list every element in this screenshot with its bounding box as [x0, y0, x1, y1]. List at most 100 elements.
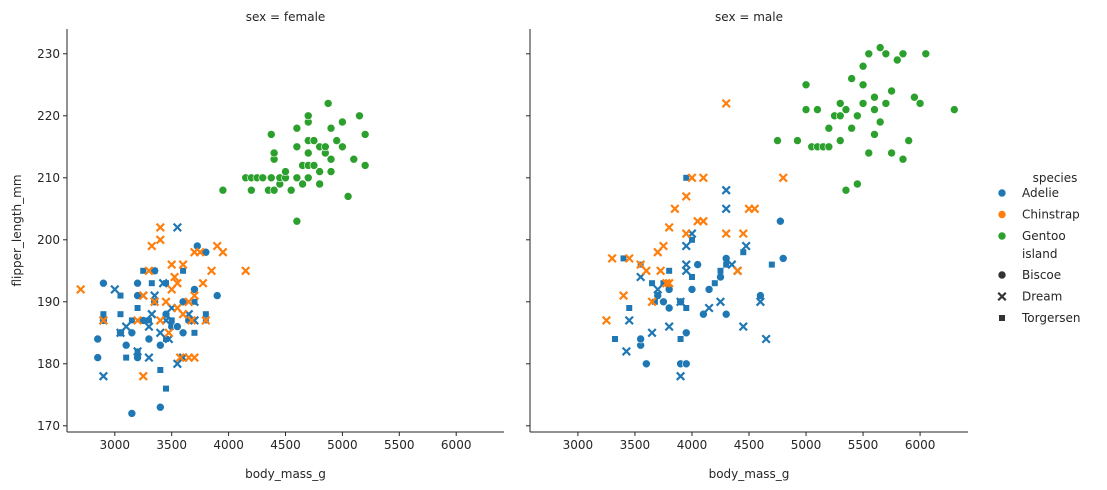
- point-gentoo-biscoe: [315, 179, 324, 189]
- point-adelie-dream: [121, 322, 131, 332]
- point-gentoo-biscoe: [881, 49, 891, 59]
- point-gentoo-biscoe: [847, 74, 856, 83]
- x-tick-label: 4000: [677, 438, 708, 452]
- point-adelie-biscoe: [636, 334, 645, 344]
- point-chinstrap-dream: [681, 229, 691, 239]
- point-adelie-dream: [172, 359, 182, 369]
- legend-label-adelie: Adelie: [1022, 186, 1059, 200]
- point-chinstrap-dream: [178, 260, 188, 270]
- point-adelie-biscoe: [201, 247, 211, 257]
- point-chinstrap-dream: [175, 353, 185, 363]
- point-gentoo-biscoe: [326, 123, 336, 133]
- x-tick-label: 6000: [441, 438, 472, 452]
- point-chinstrap-dream: [687, 173, 697, 183]
- point-chinstrap-dream: [218, 247, 228, 257]
- point-adelie-biscoe: [178, 297, 188, 307]
- legend-marker-biscoe: [997, 270, 1007, 280]
- point-chinstrap-dream: [656, 266, 666, 276]
- point-gentoo-biscoe: [864, 148, 874, 158]
- point-adelie-dream: [676, 371, 686, 381]
- x-tick-label: 5000: [791, 438, 822, 452]
- legend-label-gentoo: Gentoo: [1022, 229, 1066, 243]
- point-chinstrap-dream: [187, 315, 197, 325]
- x-tick-label: 4500: [270, 438, 301, 452]
- point-gentoo-biscoe: [904, 136, 913, 145]
- point-gentoo-biscoe: [858, 61, 868, 71]
- point-gentoo-biscoe: [292, 142, 302, 152]
- point-gentoo-biscoe: [269, 148, 279, 158]
- point-chinstrap-dream: [212, 241, 222, 251]
- point-adelie-biscoe: [716, 272, 725, 282]
- point-chinstrap-dream: [721, 229, 731, 239]
- point-gentoo-biscoe: [303, 111, 313, 121]
- point-chinstrap-dream: [744, 204, 754, 214]
- point-adelie-dream: [150, 291, 160, 301]
- point-gentoo-biscoe: [218, 185, 228, 195]
- point-chinstrap-dream: [167, 284, 177, 294]
- point-chinstrap-dream: [155, 235, 165, 245]
- point-adelie-biscoe: [704, 285, 714, 294]
- point-adelie-biscoe: [93, 334, 103, 344]
- point-gentoo-biscoe: [858, 80, 868, 90]
- point-chinstrap-dream: [172, 303, 182, 313]
- point-adelie-biscoe: [190, 285, 199, 294]
- point-chinstrap-dream: [144, 266, 154, 276]
- y-tick-label: 230: [37, 47, 60, 61]
- point-adelie-torgersen: [683, 305, 690, 311]
- point-adelie-torgersen: [134, 348, 141, 355]
- x-tick-label: 5000: [327, 438, 358, 452]
- point-adelie-torgersen: [117, 311, 124, 318]
- y-tick-label: 220: [37, 109, 60, 123]
- point-chinstrap-dream: [189, 247, 200, 257]
- facet-title: sex = female: [246, 10, 326, 24]
- x-axis-label: body_mass_g: [709, 467, 790, 481]
- point-adelie-dream: [98, 371, 108, 381]
- point-gentoo-biscoe: [303, 148, 313, 158]
- point-adelie-dream: [704, 303, 714, 313]
- legend-label-biscoe: Biscoe: [1022, 268, 1061, 282]
- legend-title-island: island: [1022, 247, 1058, 261]
- point-adelie-biscoe: [133, 278, 142, 288]
- point-chinstrap-dream: [169, 272, 180, 282]
- point-adelie-torgersen: [651, 298, 658, 305]
- point-adelie-biscoe: [127, 409, 137, 418]
- point-adelie-biscoe: [681, 359, 691, 369]
- point-adelie-dream: [681, 260, 691, 270]
- point-chinstrap-dream: [138, 291, 148, 301]
- point-adelie-biscoe: [133, 291, 142, 300]
- point-chinstrap-dream: [206, 266, 217, 276]
- point-gentoo-biscoe: [326, 167, 336, 176]
- point-adelie-dream: [155, 328, 165, 338]
- point-gentoo-biscoe: [343, 192, 353, 201]
- point-chinstrap-dream: [161, 297, 171, 307]
- point-gentoo-biscoe: [870, 92, 879, 102]
- point-chinstrap-dream: [150, 297, 160, 307]
- point-chinstrap-dream: [624, 253, 634, 263]
- point-gentoo-biscoe: [813, 105, 822, 114]
- point-adelie-torgersen: [123, 354, 130, 361]
- y-tick-label: 170: [37, 419, 60, 433]
- point-chinstrap-dream: [201, 315, 211, 325]
- point-gentoo-biscoe: [360, 161, 370, 170]
- point-adelie-biscoe: [156, 402, 165, 412]
- point-gentoo-biscoe: [847, 123, 856, 133]
- point-chinstrap-dream: [670, 204, 680, 214]
- point-adelie-biscoe: [178, 328, 188, 338]
- point-adelie-dream: [715, 297, 726, 307]
- legend-marker-adelie: [997, 188, 1007, 198]
- point-adelie-dream: [755, 297, 765, 307]
- point-adelie-torgersen: [134, 305, 141, 311]
- point-chinstrap-dream: [750, 204, 760, 214]
- point-adelie-biscoe: [699, 309, 708, 319]
- point-adelie-dream: [721, 204, 731, 214]
- point-chinstrap-dream: [664, 222, 674, 232]
- point-chinstrap-dream: [721, 98, 731, 108]
- point-gentoo-biscoe: [887, 86, 896, 96]
- facet-title: sex = male: [715, 10, 783, 24]
- y-tick-label: 210: [37, 171, 60, 185]
- point-chinstrap-dream: [189, 291, 200, 301]
- point-adelie-dream: [681, 241, 691, 251]
- point-gentoo-biscoe: [864, 49, 874, 59]
- point-adelie-dream: [687, 229, 697, 239]
- x-tick-label: 3000: [100, 438, 131, 452]
